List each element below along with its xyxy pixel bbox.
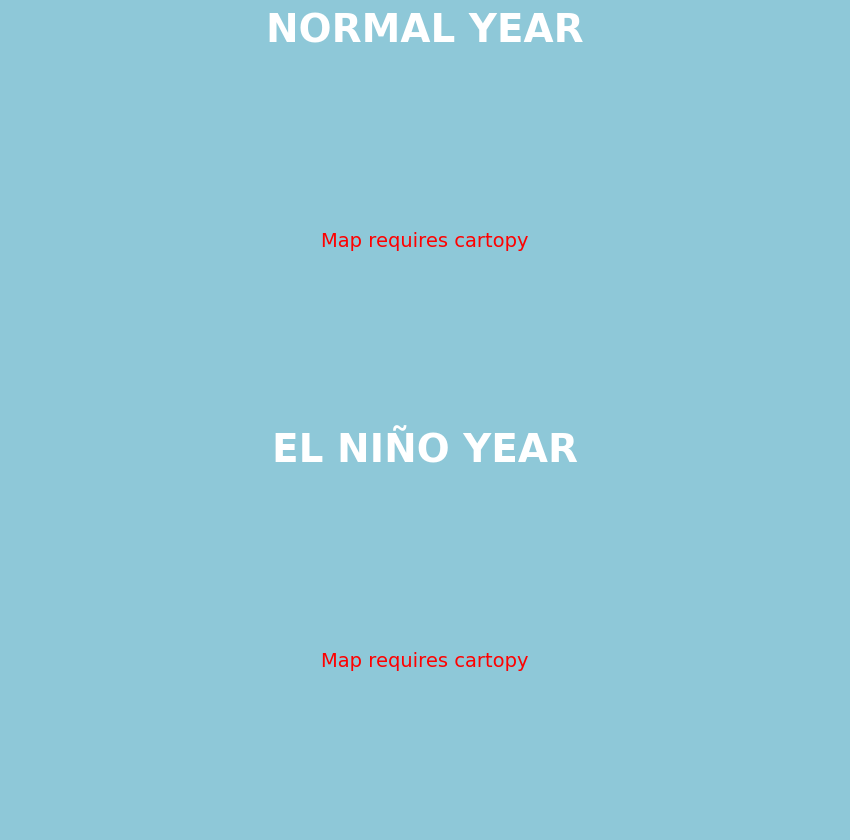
Text: NORMAL YEAR: NORMAL YEAR (266, 13, 584, 50)
Text: Map requires cartopy: Map requires cartopy (321, 232, 529, 251)
Text: EL NIÑO YEAR: EL NIÑO YEAR (272, 433, 578, 470)
Text: Map requires cartopy: Map requires cartopy (321, 652, 529, 671)
